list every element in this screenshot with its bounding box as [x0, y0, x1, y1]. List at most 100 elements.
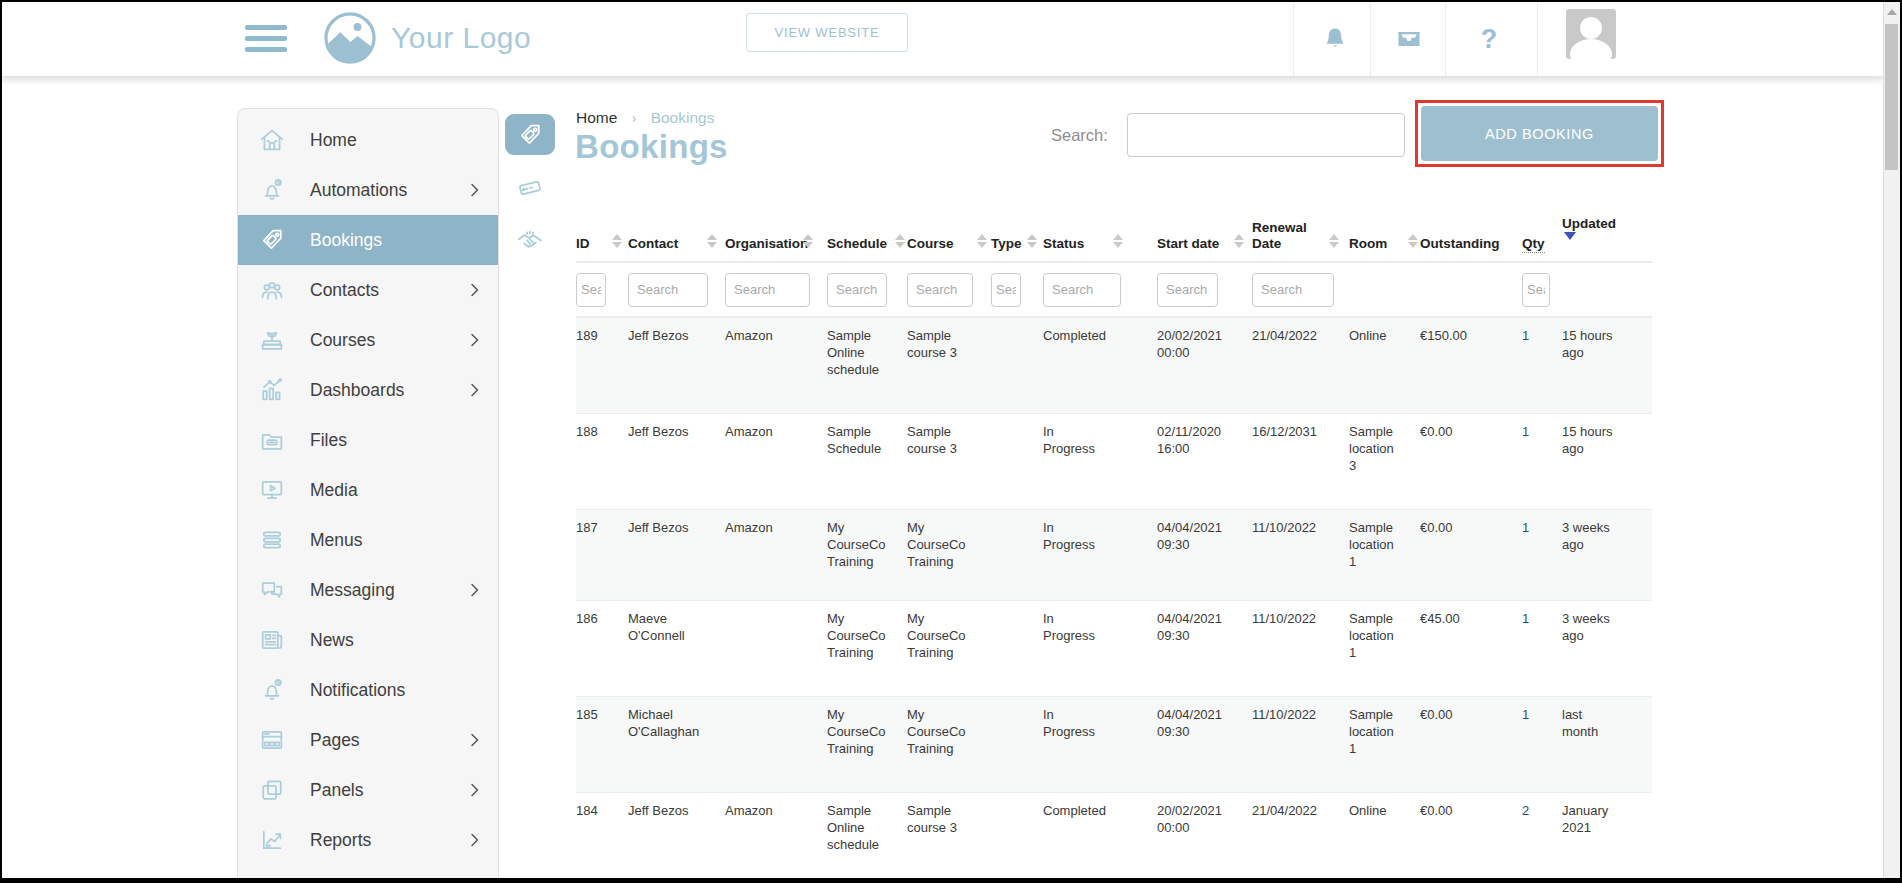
cell-contact: Jeff Bezos — [628, 414, 725, 440]
sidebar-item-news[interactable]: News — [238, 615, 498, 665]
cell-organisation: Amazon — [725, 793, 827, 819]
courses-icon — [258, 326, 286, 354]
cell-outstanding: €0.00 — [1420, 697, 1522, 723]
filter-input-course[interactable] — [907, 273, 973, 307]
filter-input-schedule[interactable] — [827, 273, 887, 307]
filter-input-status[interactable] — [1043, 273, 1121, 307]
filter-input-contact[interactable] — [628, 273, 708, 307]
column-header-course[interactable]: Course — [907, 236, 991, 252]
scrollbar-up-arrow-icon[interactable] — [1887, 9, 1897, 15]
sort-arrows-icon — [977, 234, 987, 248]
filter-input-type[interactable] — [991, 273, 1021, 307]
files-icon — [258, 426, 286, 454]
breadcrumb-current[interactable]: Bookings — [651, 109, 715, 126]
filter-cell-contact — [628, 273, 725, 307]
table-row-booking-187[interactable]: 187Jeff BezosAmazonMy CourseCo TrainingM… — [576, 510, 1652, 601]
cell-qty[interactable]: 1 — [1522, 318, 1562, 344]
hamburger-menu-icon[interactable] — [245, 25, 287, 53]
messaging-icon — [258, 576, 286, 604]
chevron-right-icon — [470, 783, 480, 797]
user-avatar[interactable] — [1566, 9, 1616, 59]
cell-contact: Jeff Bezos — [628, 318, 725, 344]
cell-qty[interactable]: 1 — [1522, 601, 1562, 627]
column-header-status[interactable]: Status — [1043, 236, 1157, 252]
cell-qty[interactable]: 1 — [1522, 510, 1562, 536]
sidebar-item-contacts[interactable]: Contacts — [238, 265, 498, 315]
cell-type — [991, 793, 1043, 802]
minibar-resources-button[interactable] — [505, 220, 555, 261]
page-title: Bookings — [575, 128, 728, 166]
sidebar-item-files[interactable]: Files — [238, 415, 498, 465]
chevron-right-icon — [470, 583, 480, 597]
column-header-room[interactable]: Room — [1349, 236, 1420, 252]
sidebar-item-automations[interactable]: Automations — [238, 165, 498, 215]
minibar-tickets-button[interactable] — [505, 167, 555, 208]
inbox-tray-icon[interactable] — [1372, 2, 1446, 76]
column-label: Schedule — [827, 236, 887, 251]
table-body: 189Jeff BezosAmazonSample Online schedul… — [576, 318, 1652, 878]
sidebar-item-label: Bookings — [310, 230, 382, 251]
vertical-scrollbar[interactable] — [1883, 2, 1900, 878]
column-header-id[interactable]: ID — [576, 236, 628, 252]
cell-status: In Progress — [1043, 601, 1157, 644]
column-header-type[interactable]: Type — [991, 236, 1043, 252]
table-row-booking-185[interactable]: 185Michael O'CallaghanMy CourseCo Traini… — [576, 697, 1652, 793]
sidebar-item-reports[interactable]: Reports — [238, 815, 498, 865]
table-row-booking-184[interactable]: 184Jeff BezosAmazonSample Online schedul… — [576, 793, 1652, 878]
table-row-booking-188[interactable]: 188Jeff BezosAmazonSample ScheduleSample… — [576, 414, 1652, 510]
table-filter-row — [576, 263, 1652, 318]
help-icon[interactable]: ? — [1452, 2, 1526, 76]
sidebar-item-surveys[interactable]: Surveys — [238, 865, 498, 878]
sidebar-item-courses[interactable]: Courses — [238, 315, 498, 365]
filter-input-organisation[interactable] — [725, 273, 810, 307]
cell-course: My CourseCo Training — [907, 697, 991, 757]
filter-input-renewal[interactable] — [1252, 273, 1334, 307]
cell-qty[interactable]: 1 — [1522, 414, 1562, 440]
cell-course: Sample course 3 — [907, 318, 991, 361]
add-booking-button[interactable]: ADD BOOKING — [1421, 106, 1658, 161]
cell-start: 04/04/2021 09:30 — [1157, 510, 1252, 553]
cell-room: Online — [1349, 318, 1420, 344]
browser-window-frame: Your Logo VIEW WEBSITE ? — [0, 0, 1902, 883]
search-label: Search: — [1051, 126, 1108, 145]
filter-input-id[interactable] — [576, 273, 606, 307]
cell-qty[interactable]: 2 — [1522, 793, 1562, 819]
column-header-renewal[interactable]: Renewal Date — [1252, 220, 1349, 252]
sidebar-item-panels[interactable]: Panels — [238, 765, 498, 815]
sidebar-item-menus[interactable]: Menus — [238, 515, 498, 565]
sidebar-item-media[interactable]: Media — [238, 465, 498, 515]
column-header-organisation[interactable]: Organisation — [725, 236, 827, 252]
minibar-bookings-tag-button[interactable] — [505, 114, 555, 155]
sidebar-item-pages[interactable]: Pages — [238, 715, 498, 765]
global-search-input[interactable] — [1127, 113, 1405, 157]
sidebar-item-label: Panels — [310, 780, 364, 801]
filter-input-start[interactable] — [1157, 273, 1218, 307]
column-header-start[interactable]: Start date — [1157, 236, 1252, 252]
filter-input-qty[interactable] — [1522, 273, 1550, 307]
table-row-booking-189[interactable]: 189Jeff BezosAmazonSample Online schedul… — [576, 318, 1652, 414]
cell-start: 20/02/2021 00:00 — [1157, 793, 1252, 836]
cell-renewal: 16/12/2031 — [1252, 414, 1349, 440]
chevron-right-icon — [470, 333, 480, 347]
cell-qty[interactable]: 1 — [1522, 697, 1562, 723]
cell-outstanding: €45.00 — [1420, 601, 1522, 627]
cell-updated: 3 weeks ago — [1562, 510, 1648, 553]
sidebar-item-dashboards[interactable]: Dashboards — [238, 365, 498, 415]
column-header-schedule[interactable]: Schedule — [827, 236, 907, 252]
cell-schedule: My CourseCo Training — [827, 601, 907, 661]
sidebar-item-bookings[interactable]: Bookings — [238, 215, 498, 265]
sidebar-item-notifications[interactable]: Notifications — [238, 665, 498, 715]
chevron-right-icon — [470, 383, 480, 397]
breadcrumb-separator: › — [632, 110, 637, 126]
scrollbar-thumb[interactable] — [1885, 24, 1898, 170]
cell-outstanding: €0.00 — [1420, 793, 1522, 819]
notifications-bell-icon[interactable] — [1298, 2, 1372, 76]
table-row-booking-186[interactable]: 186Maeve O'ConnellMy CourseCo TrainingMy… — [576, 601, 1652, 697]
column-label: ID — [576, 236, 590, 251]
view-website-button[interactable]: VIEW WEBSITE — [746, 13, 908, 52]
column-header-contact[interactable]: Contact — [628, 236, 725, 252]
sidebar-item-messaging[interactable]: Messaging — [238, 565, 498, 615]
sidebar-item-home[interactable]: Home — [238, 115, 498, 165]
breadcrumb-home-link[interactable]: Home — [576, 109, 617, 126]
logo[interactable]: Your Logo — [322, 10, 531, 66]
